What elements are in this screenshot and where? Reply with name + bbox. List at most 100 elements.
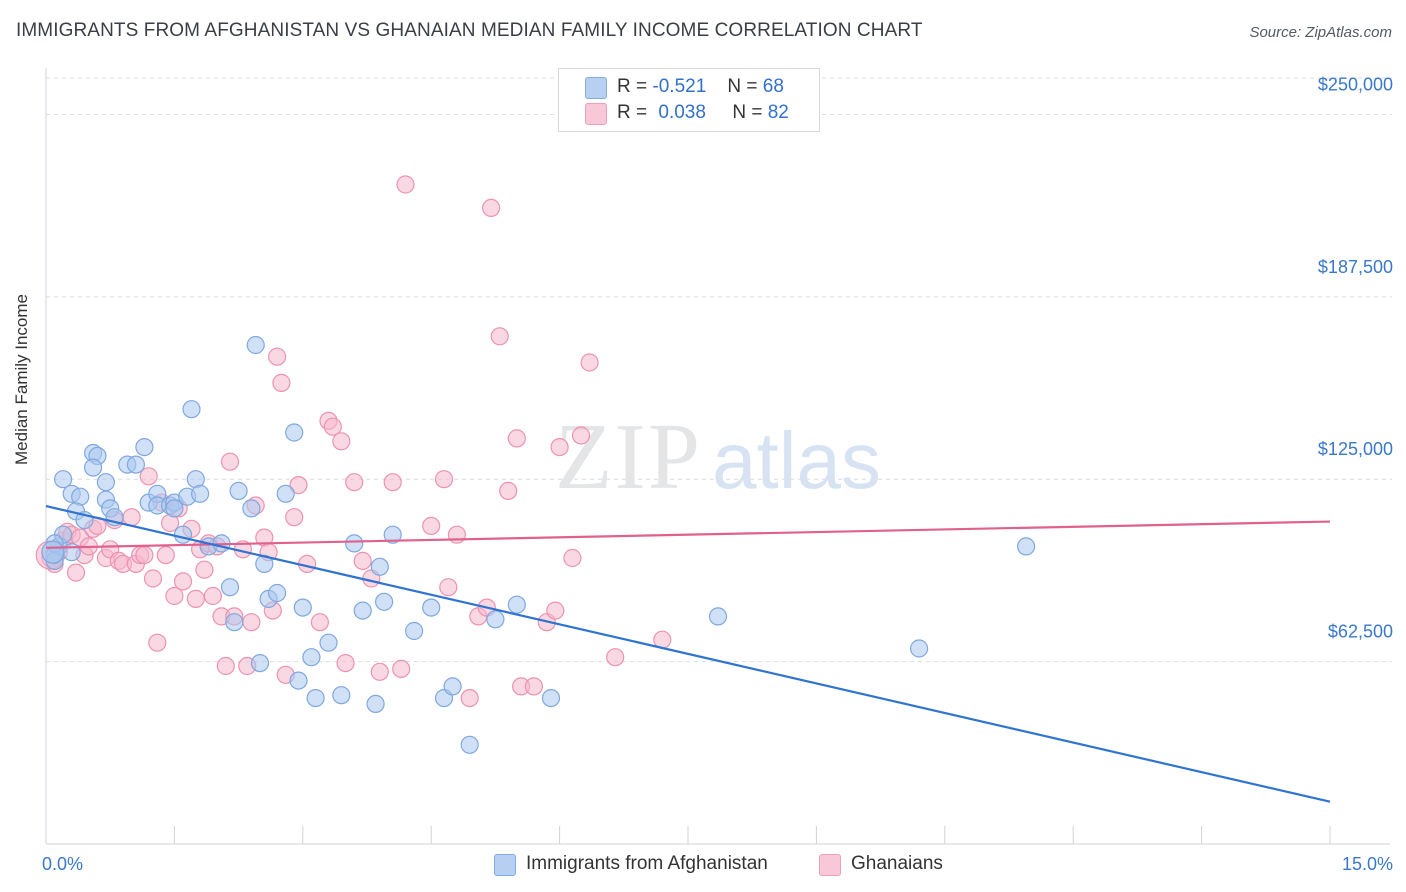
legend-r-value: -0.521 bbox=[652, 76, 707, 97]
ghanaians-point bbox=[332, 432, 351, 451]
ghanaians-point bbox=[524, 677, 544, 696]
afghanistan-point bbox=[422, 598, 441, 617]
afghanistan-point bbox=[229, 481, 248, 500]
ghanaians-point bbox=[220, 452, 240, 471]
legend-r-label: R = bbox=[617, 102, 648, 123]
legend-n-label: N = bbox=[732, 102, 763, 123]
ghanaians-point bbox=[139, 467, 158, 486]
afghanistan-points bbox=[41, 335, 1036, 754]
afghanistan-point bbox=[53, 470, 73, 489]
ghanaians-point bbox=[580, 353, 599, 372]
y-tick-label: $250,000 bbox=[1318, 74, 1393, 94]
grid bbox=[46, 77, 1392, 663]
trend-lines bbox=[45, 505, 1331, 803]
source-label: Source: ZipAtlas.com bbox=[1249, 24, 1392, 41]
afghanistan-point bbox=[83, 458, 103, 477]
legend-swatch-blue bbox=[494, 854, 516, 876]
ghanaians-point bbox=[165, 586, 184, 606]
afghanistan-point bbox=[405, 621, 424, 641]
afghanistan-point bbox=[302, 648, 321, 667]
ghanaians-point bbox=[490, 327, 509, 346]
y-tick-labels: $62,500 $125,000 $187,500 $250,000 bbox=[1318, 74, 1393, 641]
watermark-atlas: atlas bbox=[712, 416, 881, 505]
legend-r-label: R = bbox=[617, 76, 648, 97]
ghanaians-point bbox=[460, 688, 479, 708]
afghanistan-point bbox=[366, 694, 385, 714]
y-tick-label: $187,500 bbox=[1318, 257, 1393, 277]
afghanistan-point bbox=[1016, 537, 1036, 556]
ghanaians-point bbox=[546, 601, 565, 620]
x-tick-label-min: 0.0% bbox=[42, 854, 83, 874]
afghanistan-point bbox=[443, 677, 462, 696]
afghanistan-point bbox=[250, 653, 270, 673]
ghanaians-point bbox=[148, 633, 167, 652]
afghanistan-point bbox=[370, 557, 389, 576]
ghanaians-point bbox=[370, 662, 389, 681]
y-axis-title: Median Family Income bbox=[12, 293, 31, 465]
legend-n-value: 82 bbox=[767, 102, 789, 123]
ghanaians-point bbox=[310, 613, 329, 632]
x-tick-label-max: 15.0% bbox=[1342, 854, 1393, 874]
ghanaians-point bbox=[439, 578, 458, 597]
afghanistan-point bbox=[285, 423, 304, 442]
y-tick-label: $125,000 bbox=[1318, 439, 1393, 459]
afghanistan-point bbox=[225, 613, 244, 632]
afghanistan-point bbox=[191, 484, 210, 503]
ghanaians-point bbox=[550, 438, 569, 457]
afghanistan-point bbox=[486, 610, 505, 629]
legend-n-value: 68 bbox=[762, 76, 784, 97]
chart-title: IMMIGRANTS FROM AFGHANISTAN VS GHANAIAN … bbox=[16, 20, 923, 41]
ghanaians-point bbox=[563, 548, 582, 568]
afghanistan-point bbox=[126, 455, 145, 474]
afghanistan-point bbox=[541, 688, 561, 708]
axes bbox=[45, 68, 1390, 845]
ghanaians-point bbox=[606, 648, 625, 667]
stats-legend: R = -0.521 N = 68 R = 0.038 N = 82 bbox=[558, 68, 820, 132]
afghanistan-point bbox=[220, 578, 240, 597]
legend-label-ghanaians: Ghanaians bbox=[851, 853, 943, 874]
ghanaians-trend-line bbox=[45, 520, 1331, 549]
legend-swatch-blue bbox=[585, 77, 607, 99]
ghanaians-point bbox=[195, 560, 214, 579]
ghanaians-point bbox=[272, 373, 291, 392]
afghanistan-point bbox=[319, 633, 338, 652]
series-legend: Immigrants from Afghanistan Ghanaians bbox=[0, 851, 1406, 879]
ghanaians-point bbox=[499, 481, 518, 500]
legend-swatch-pink bbox=[819, 854, 841, 876]
ghanaians-point bbox=[66, 563, 86, 582]
ghanaians-point bbox=[353, 551, 372, 571]
afghanistan-point-cluster bbox=[41, 540, 65, 564]
ghanaians-point bbox=[173, 572, 193, 591]
afghanistan-point bbox=[332, 686, 351, 705]
ghanaians-point bbox=[186, 589, 205, 609]
ghanaians-point bbox=[143, 569, 163, 588]
ghanaians-point bbox=[396, 175, 415, 194]
afghanistan-point bbox=[375, 592, 394, 611]
afghanistan-point bbox=[507, 595, 526, 614]
afghanistan-point bbox=[182, 400, 201, 419]
afghanistan-point bbox=[909, 639, 929, 658]
afghanistan-point bbox=[345, 534, 364, 553]
ghanaians-point bbox=[122, 508, 141, 527]
ghanaians-point bbox=[507, 429, 526, 448]
ghanaians-point bbox=[447, 525, 466, 544]
ghanaians-point bbox=[156, 545, 175, 565]
ghanaians-point bbox=[285, 508, 304, 527]
ghanaians-point bbox=[216, 656, 235, 676]
ghanaians-point bbox=[345, 473, 364, 492]
ghanaians-point bbox=[422, 516, 441, 536]
afghanistan-point bbox=[135, 438, 154, 457]
ghanaians-point bbox=[289, 476, 308, 495]
afghanistan-point bbox=[173, 525, 193, 544]
afghanistan-point bbox=[289, 671, 308, 690]
afghanistan-point bbox=[383, 525, 402, 544]
afghanistan-point bbox=[268, 583, 287, 603]
ghanaians-point bbox=[203, 586, 222, 606]
ghanaians-point bbox=[323, 417, 342, 436]
y-tick-label: $62,500 bbox=[1328, 622, 1393, 642]
ghanaians-point bbox=[571, 426, 591, 445]
ghanaians-point bbox=[336, 653, 355, 673]
afghanistan-point bbox=[276, 484, 295, 503]
afghanistan-point bbox=[708, 607, 728, 626]
